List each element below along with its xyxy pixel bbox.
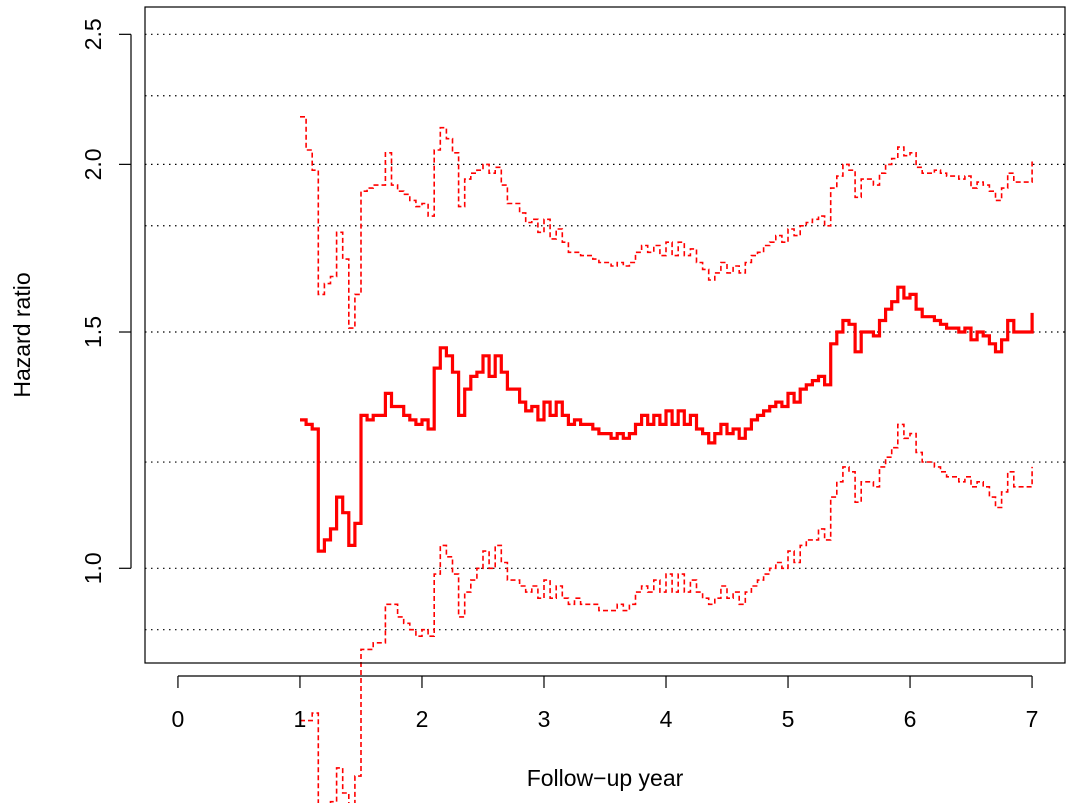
y-tick-label: 1.0 <box>80 552 106 584</box>
x-tick-label: 3 <box>538 706 551 732</box>
x-tick-label: 4 <box>660 706 673 732</box>
series-lines <box>300 116 1034 803</box>
y-axis: 1.0 1.5 2.0 2.5 <box>80 18 132 584</box>
y-tick-label: 2.0 <box>80 148 106 180</box>
x-axis-title: Follow−up year <box>527 765 684 791</box>
x-tick-label: 0 <box>172 706 185 732</box>
lower-ci-line <box>300 423 1033 803</box>
y-tick-label: 2.5 <box>80 18 106 50</box>
estimate-line <box>300 285 1034 553</box>
x-tick-label: 6 <box>904 706 917 732</box>
gridlines <box>145 33 1065 631</box>
y-axis-title: Hazard ratio <box>9 272 35 397</box>
y-tick-label: 1.5 <box>80 316 106 348</box>
x-tick-label: 7 <box>1026 706 1039 732</box>
x-axis: 0 1 2 3 4 5 6 7 <box>172 675 1039 732</box>
plot-frame <box>144 6 1066 664</box>
x-tick-label: 1 <box>294 706 307 732</box>
x-tick-label: 2 <box>416 706 429 732</box>
upper-ci-line <box>300 116 1033 329</box>
x-tick-label: 5 <box>782 706 795 732</box>
